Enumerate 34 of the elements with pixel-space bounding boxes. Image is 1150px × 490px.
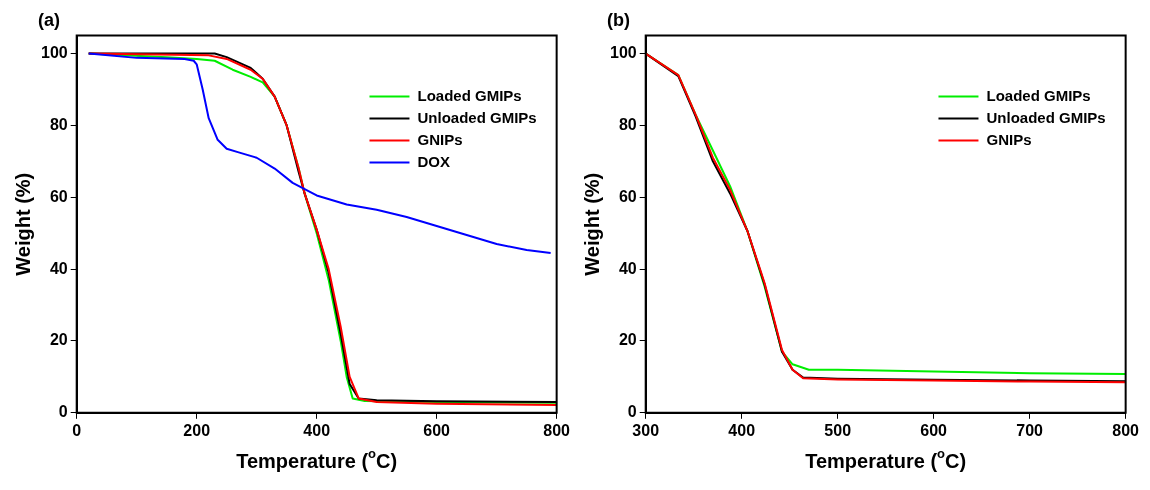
x-tick-label: 700 — [1016, 421, 1044, 439]
y-tick-label: 100 — [609, 43, 637, 61]
legend-label: GNIPs — [417, 130, 463, 148]
y-axis-title: Weight (%) — [11, 172, 34, 276]
y-tick-label: 60 — [618, 187, 637, 205]
y-tick-label: 60 — [49, 187, 68, 205]
y-tick-label: 0 — [627, 403, 637, 421]
x-tick-label: 200 — [183, 421, 211, 439]
y-tick-label: 40 — [49, 259, 68, 277]
chart-title: (a) — [38, 9, 60, 30]
y-tick-label: 20 — [618, 331, 637, 349]
x-tick-label: 600 — [423, 421, 451, 439]
x-tick-label: 600 — [920, 421, 948, 439]
chart-title: (b) — [607, 9, 630, 30]
y-tick-label: 80 — [618, 115, 637, 133]
legend-label: Unloaded GMIPs — [417, 108, 537, 126]
x-tick-label: 300 — [632, 421, 660, 439]
y-tick-label: 20 — [49, 331, 68, 349]
legend-label: Unloaded GMIPs — [986, 108, 1106, 126]
y-tick-label: 40 — [618, 259, 637, 277]
x-tick-label: 400 — [728, 421, 756, 439]
y-tick-label: 80 — [49, 115, 68, 133]
x-tick-label: 400 — [303, 421, 331, 439]
legend-label: DOX — [417, 152, 450, 170]
y-axis-title: Weight (%) — [580, 172, 603, 276]
x-tick-label: 500 — [824, 421, 852, 439]
legend-label: GNIPs — [986, 130, 1032, 148]
y-tick-label: 0 — [58, 403, 68, 421]
legend-label: Loaded GMIPs — [417, 86, 522, 104]
legend-label: Loaded GMIPs — [986, 86, 1091, 104]
x-tick-label: 800 — [543, 421, 571, 439]
y-tick-label: 100 — [40, 43, 68, 61]
x-tick-label: 0 — [72, 421, 82, 439]
x-tick-label: 800 — [1112, 421, 1140, 439]
